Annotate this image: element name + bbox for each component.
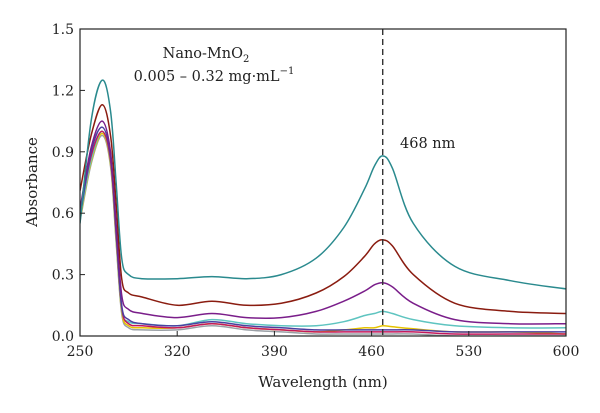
sample-annotation-main: Nano-MnO xyxy=(163,46,243,62)
series-line-4 xyxy=(80,126,566,333)
plot-frame xyxy=(79,28,567,337)
concentration-annotation: 0.005 – 0.32 mg·mL−1 xyxy=(134,66,295,85)
series-line-8 xyxy=(80,134,566,336)
series-line-6 xyxy=(80,130,566,329)
concentration-annotation-main: 0.005 – 0.32 mg·mL xyxy=(134,69,280,85)
series-layer xyxy=(80,79,566,336)
x-tick-label: 320 xyxy=(164,344,191,360)
series-line-7 xyxy=(80,132,566,335)
x-tick-label: 390 xyxy=(261,344,288,360)
series-line-1 xyxy=(80,79,566,290)
y-tick-label: 1.2 xyxy=(52,83,74,99)
series-line-2 xyxy=(80,103,566,315)
ticks-layer: 250 320 390 460 530 600 0.0 0.3 0.6 0.9 1.2 1.5 xyxy=(52,22,580,360)
y-tick-label: 0.3 xyxy=(52,268,74,284)
x-tick-label: 250 xyxy=(67,344,94,360)
x-tick-label: 460 xyxy=(358,344,385,360)
y-tick-label: 1.5 xyxy=(52,22,74,38)
concentration-annotation-sup: −1 xyxy=(280,66,295,77)
x-tick-label: 530 xyxy=(455,344,482,360)
x-axis-title: Wavelength (nm) xyxy=(258,373,387,391)
sample-annotation: Nano-MnO2 xyxy=(163,46,250,65)
series-line-5 xyxy=(80,130,566,335)
sample-annotation-sub: 2 xyxy=(243,54,249,65)
series-line-3 xyxy=(80,120,566,325)
x-tick-label: 600 xyxy=(553,344,580,360)
y-axis-title: Absorbance xyxy=(23,137,41,228)
y-tick-label: 0.9 xyxy=(52,145,74,161)
peak-annotation: 468 nm xyxy=(400,136,456,152)
y-tick-label: 0.6 xyxy=(52,206,74,222)
y-tick-label: 0.0 xyxy=(52,329,74,345)
